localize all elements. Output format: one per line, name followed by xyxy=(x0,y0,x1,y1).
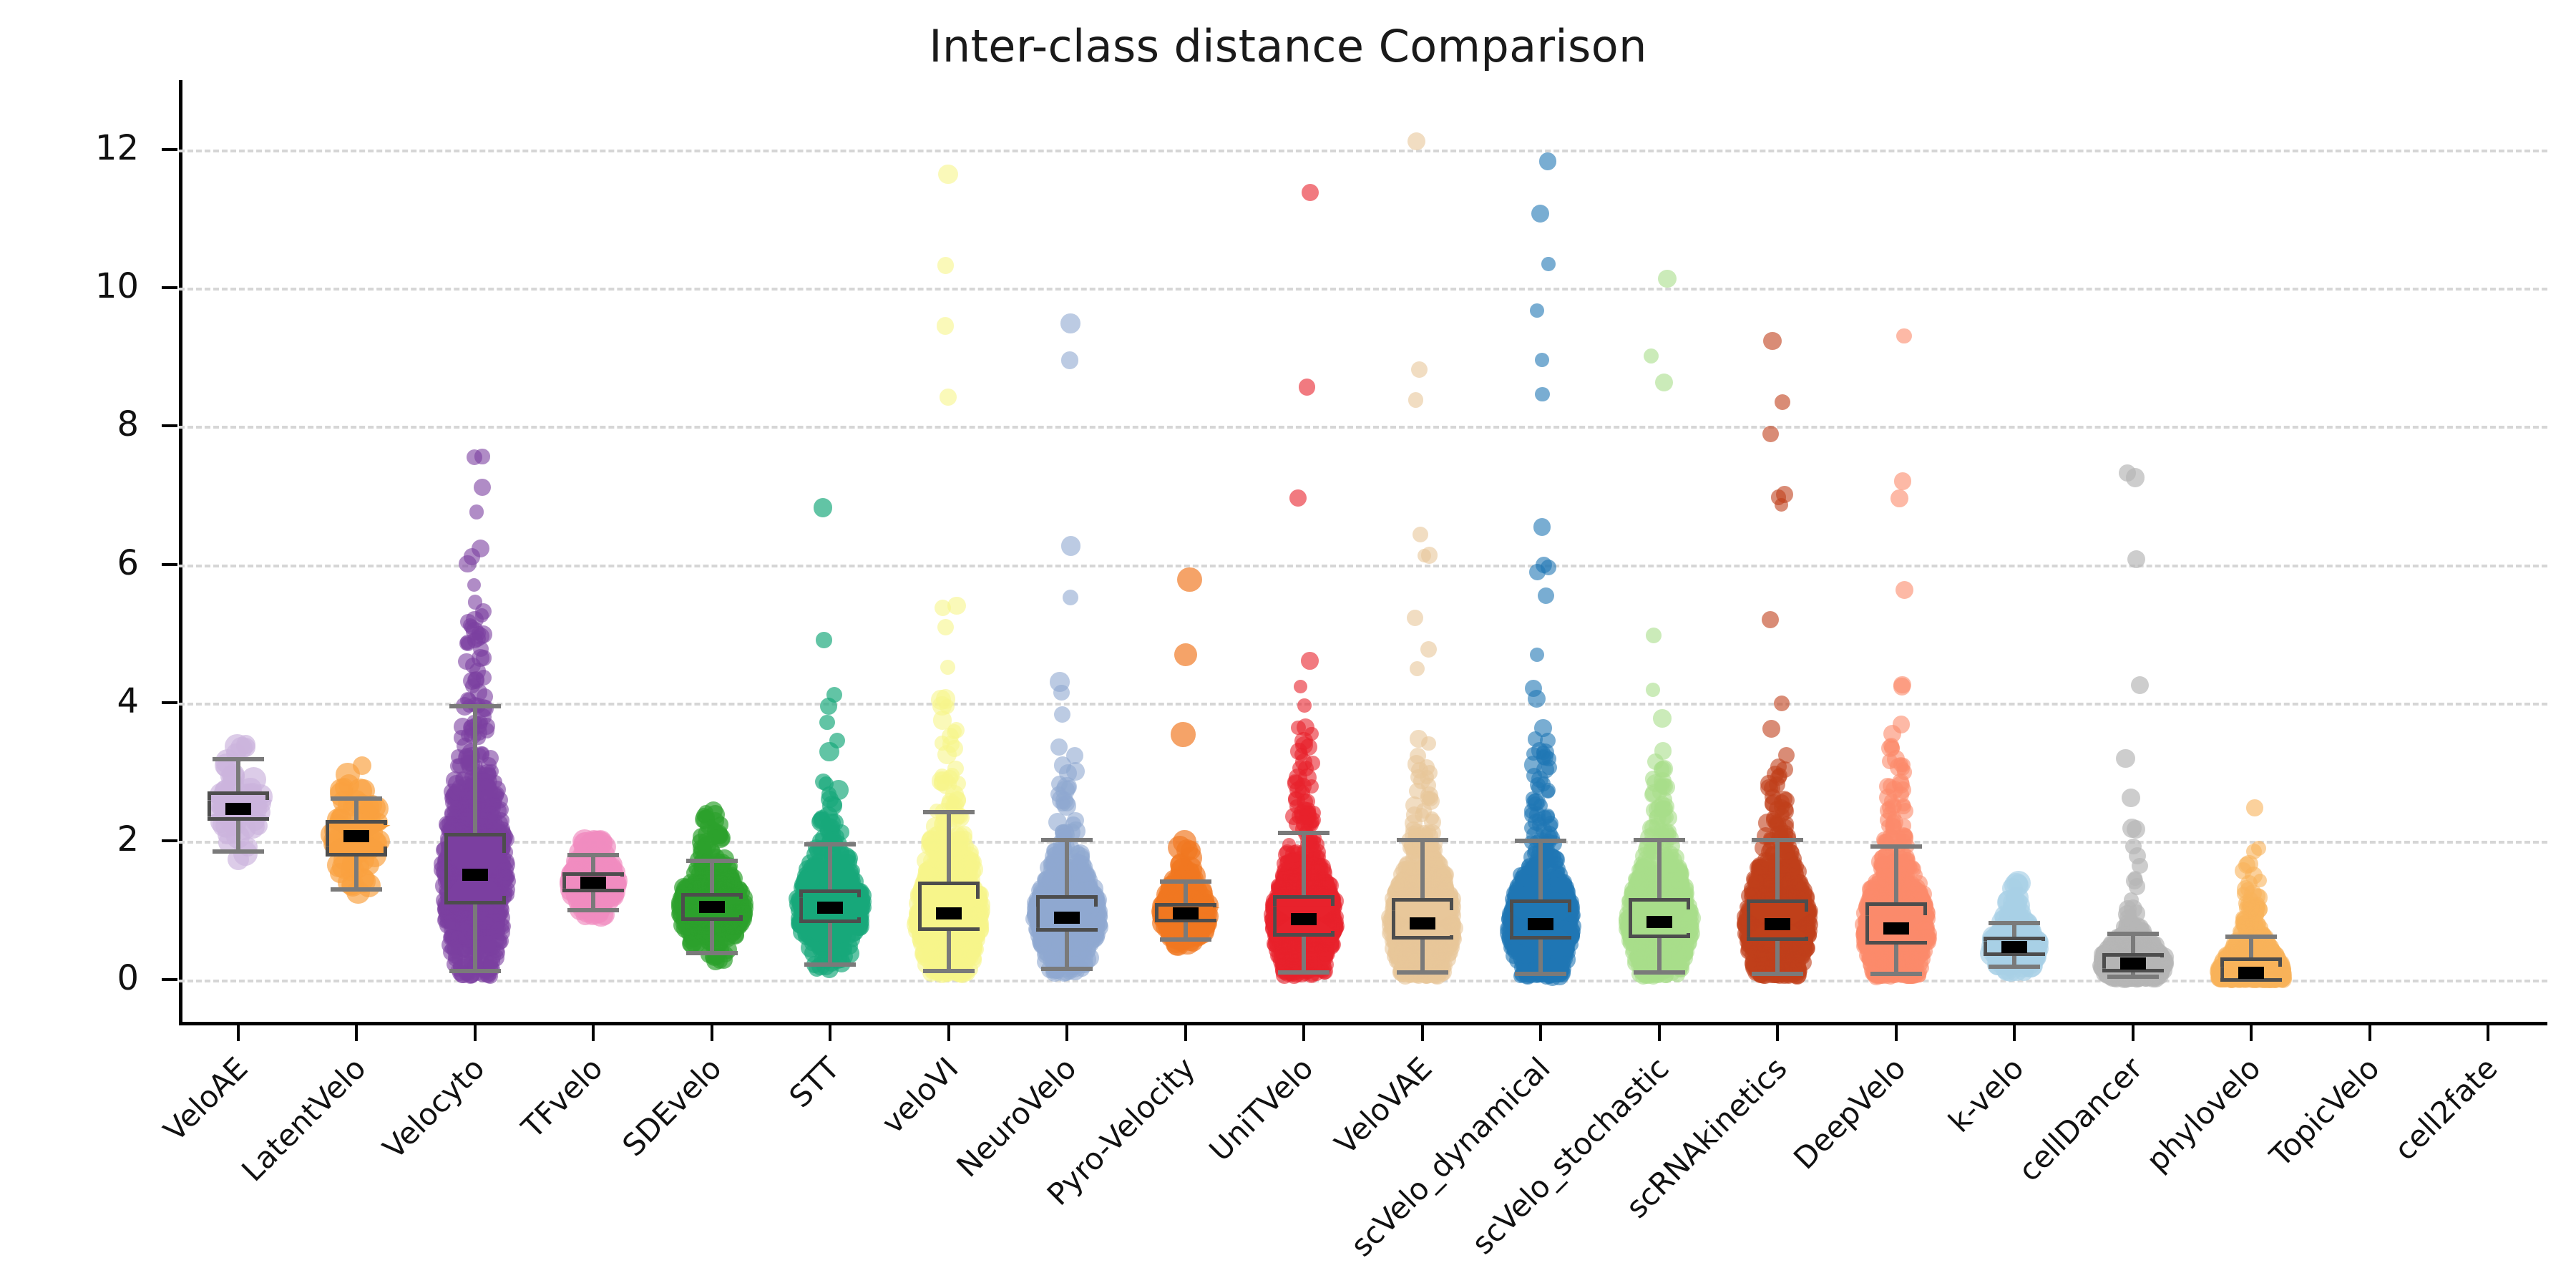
strip-point xyxy=(718,940,738,959)
strip-point xyxy=(1050,672,1070,692)
strip-point xyxy=(1171,722,1196,747)
strip-point xyxy=(819,697,837,715)
y-tick-mark xyxy=(162,977,177,981)
strip-point xyxy=(465,622,484,640)
y-tick-label: 4 xyxy=(117,681,139,722)
strip-point xyxy=(721,922,741,943)
strip-point xyxy=(700,866,718,884)
page-title: Inter-class distance Comparison xyxy=(929,20,1647,72)
strip-point xyxy=(492,909,510,927)
y-tick-mark xyxy=(162,286,177,290)
strip-point xyxy=(803,869,821,888)
strip-point xyxy=(813,498,833,517)
y-tick-label: 10 xyxy=(94,266,139,307)
strip-point xyxy=(482,750,499,767)
strip-point xyxy=(1173,830,1196,854)
strip-point xyxy=(696,807,711,824)
strip-point xyxy=(469,504,484,519)
strip-point xyxy=(352,756,372,776)
strip-point xyxy=(448,784,466,801)
strip-point xyxy=(457,931,472,946)
strip-point xyxy=(1177,567,1202,592)
strip-point xyxy=(1174,643,1197,667)
strip-point xyxy=(816,632,832,648)
y-axis-spine xyxy=(179,80,182,1023)
y-tick-label: 2 xyxy=(117,819,139,860)
strip-point xyxy=(465,658,481,673)
strip-point xyxy=(467,578,482,592)
strip-point xyxy=(474,602,492,620)
strip-point xyxy=(1298,379,1315,396)
strip-point xyxy=(1304,779,1319,794)
strip-point xyxy=(947,721,965,738)
strip-point xyxy=(940,389,957,406)
strip-point xyxy=(947,596,966,615)
strip-point xyxy=(1304,756,1320,771)
strip-point xyxy=(463,547,481,565)
y-tick-label: 0 xyxy=(117,957,139,998)
strip-point xyxy=(1293,679,1307,693)
y-tick-label: 8 xyxy=(117,404,139,445)
strip-point xyxy=(936,317,955,335)
y-tick-mark xyxy=(162,562,177,566)
strip-point xyxy=(1301,652,1319,670)
x-axis-spine xyxy=(179,1022,2547,1025)
strip-point xyxy=(479,812,497,830)
gridline xyxy=(179,149,2547,152)
strip-point xyxy=(819,714,835,730)
gridline xyxy=(179,703,2547,706)
strip-point xyxy=(1319,945,1335,961)
strip-point xyxy=(941,793,960,811)
strip-point xyxy=(1289,489,1307,507)
strip-point xyxy=(454,917,471,933)
strip-point xyxy=(1279,854,1295,870)
y-tick-mark xyxy=(162,701,177,705)
strip-point xyxy=(1301,184,1319,202)
strip-point xyxy=(957,831,972,847)
gridline xyxy=(179,841,2547,844)
gridline xyxy=(179,564,2547,567)
gridline xyxy=(179,426,2547,429)
gridline xyxy=(179,288,2547,291)
strip-point xyxy=(937,619,955,636)
strip-point xyxy=(359,797,379,817)
strip-point xyxy=(462,718,480,736)
strip-point xyxy=(241,766,266,792)
strip-point xyxy=(1276,870,1291,884)
y-tick-mark xyxy=(162,147,177,151)
strip-point xyxy=(1065,747,1084,765)
strip-point xyxy=(840,867,860,887)
y-tick-mark xyxy=(162,424,177,428)
strip-point xyxy=(482,955,498,971)
strip-point xyxy=(1321,877,1339,894)
strip-point xyxy=(938,165,958,185)
strip-point xyxy=(477,700,494,717)
strip-point xyxy=(1072,863,1092,883)
strip-point xyxy=(1055,781,1075,800)
strip-point xyxy=(1043,862,1060,879)
strip-point xyxy=(1060,351,1078,369)
strip-point xyxy=(1054,706,1070,723)
strip-point xyxy=(937,257,954,274)
y-tick-label: 12 xyxy=(94,127,139,168)
strip-point xyxy=(469,683,488,701)
plot-area: 0 2 4 6 8 10 12 xyxy=(95,80,2547,1018)
strip-point xyxy=(1050,738,1068,756)
strip-point xyxy=(330,863,350,883)
strip-point xyxy=(1060,536,1080,556)
strip-point xyxy=(946,739,964,757)
gridline xyxy=(179,979,2547,982)
strip-point xyxy=(940,659,956,675)
y-tick-mark xyxy=(162,839,177,843)
strip-point xyxy=(474,479,492,497)
strip-point xyxy=(1060,313,1080,333)
strip-point xyxy=(1067,811,1084,829)
strip-point xyxy=(1297,698,1312,713)
y-tick-label: 6 xyxy=(117,542,139,583)
strip-point xyxy=(819,741,839,762)
strip-point xyxy=(1068,933,1088,953)
strip-point xyxy=(1062,589,1079,605)
strip-point xyxy=(1161,884,1181,904)
